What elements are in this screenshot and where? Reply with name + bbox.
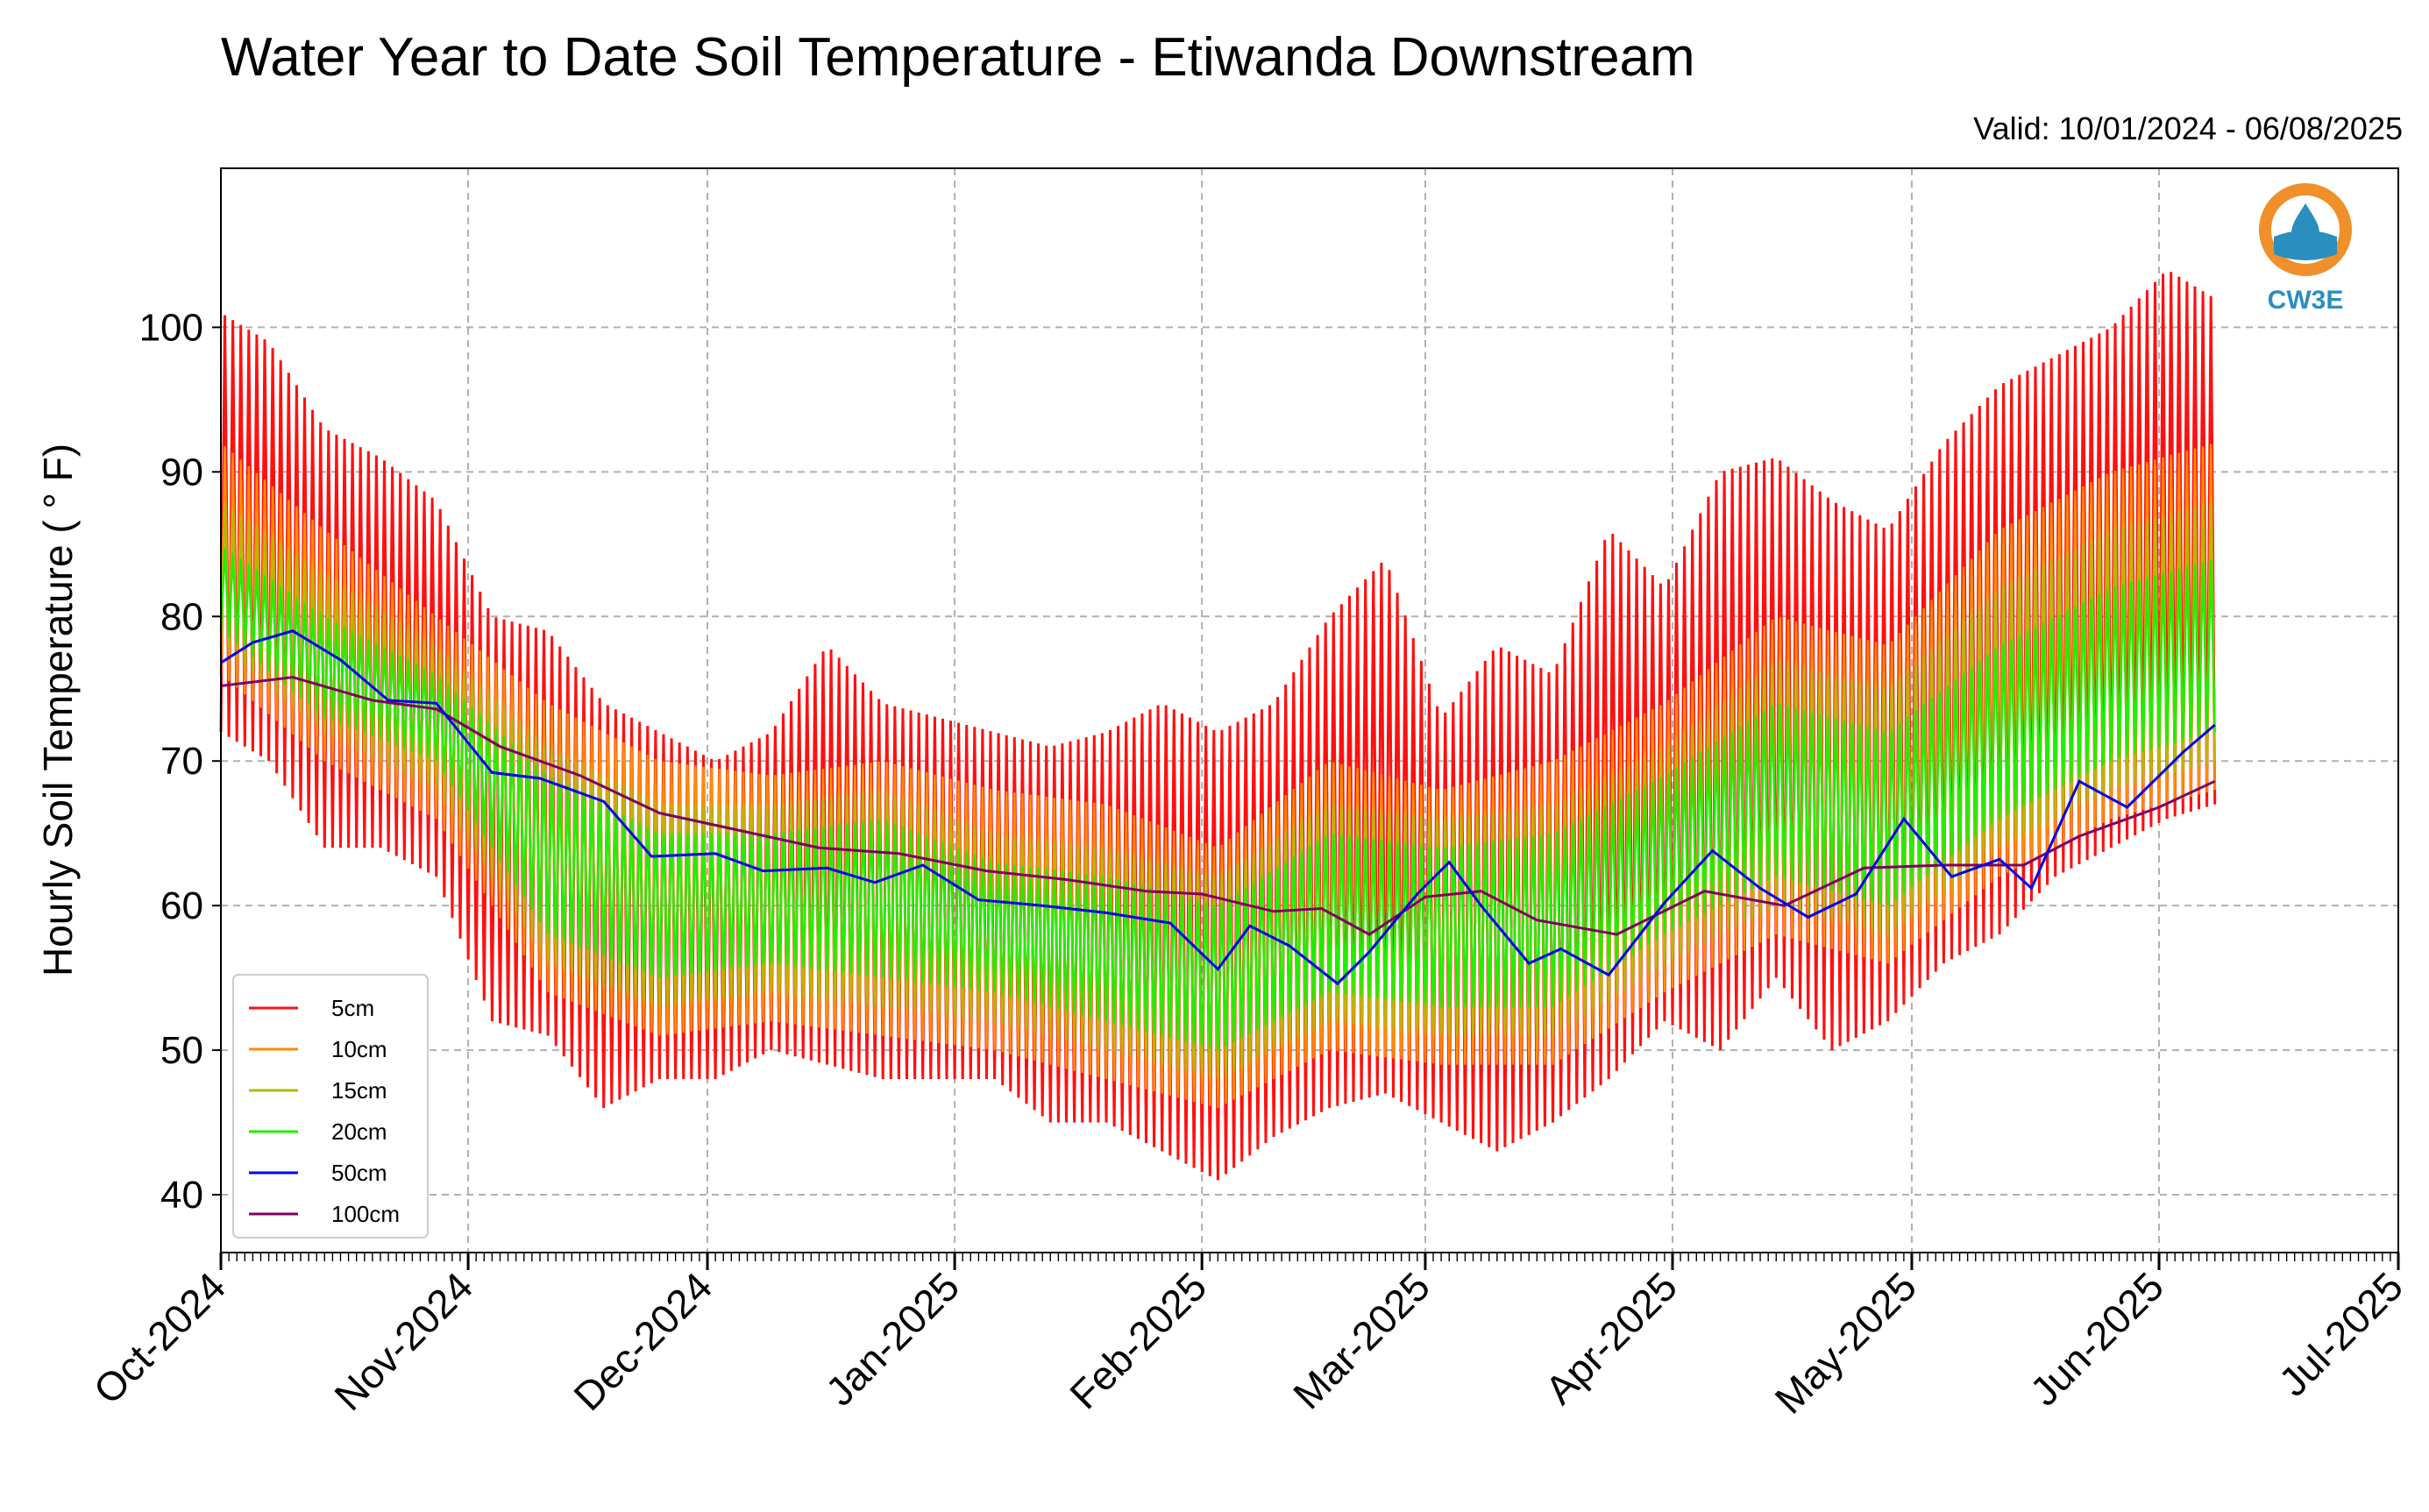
y-tick-label: 40 — [160, 1174, 203, 1217]
y-axis-label: Hourly Soil Temperature ( ° F) — [35, 444, 81, 976]
plot-frame — [220, 167, 2399, 1253]
x-tick-label: Jun-2025 — [2021, 1263, 2172, 1414]
legend-label-5cm: 5cm — [331, 995, 374, 1021]
series-line-20cm — [219, 546, 2216, 1051]
x-tick-label: May-2025 — [1766, 1263, 1925, 1422]
legend-label-15cm: 15cm — [331, 1077, 387, 1104]
series-line-50cm — [220, 629, 2216, 986]
legend-label-100cm: 100cm — [331, 1201, 400, 1227]
series-line-100cm — [220, 676, 2216, 936]
valid-date-range: Valid: 10/01/2024 - 06/08/2025 — [1973, 110, 2403, 146]
legend: 5cm 10cm 15cm 20cm 50cm 100cm — [232, 974, 429, 1239]
y-tick-label: 70 — [160, 740, 203, 783]
legend-box — [232, 974, 429, 1239]
y-tick-label: 90 — [160, 451, 203, 493]
x-tick-label: Oct-2024 — [85, 1263, 235, 1413]
x-tick-label: Jan-2025 — [817, 1263, 968, 1414]
y-tick-label: 80 — [160, 595, 203, 638]
chart-title: Water Year to Date Soil Temperature - Et… — [221, 27, 1695, 88]
x-tick-label: Apr-2025 — [1536, 1263, 1686, 1413]
cw3e-logo: CW3E — [2259, 183, 2352, 315]
y-tick-label: 50 — [160, 1029, 203, 1072]
y-tick-label: 60 — [160, 884, 203, 927]
x-tick-label: Dec-2024 — [565, 1263, 721, 1419]
logo-text: CW3E — [2268, 286, 2344, 315]
x-tick-label: Nov-2024 — [325, 1263, 481, 1419]
series-layer — [219, 272, 2217, 1181]
y-tick-label: 100 — [139, 306, 203, 349]
water-drop-logo-icon — [2259, 183, 2352, 276]
legend-label-20cm: 20cm — [331, 1118, 387, 1145]
legend-label-10cm: 10cm — [331, 1036, 387, 1062]
x-tick-label: Jul-2025 — [2270, 1263, 2412, 1405]
x-tick-label: Feb-2025 — [1061, 1263, 1215, 1417]
legend-label-50cm: 50cm — [331, 1160, 387, 1186]
x-tick-label: Mar-2025 — [1284, 1263, 1438, 1417]
